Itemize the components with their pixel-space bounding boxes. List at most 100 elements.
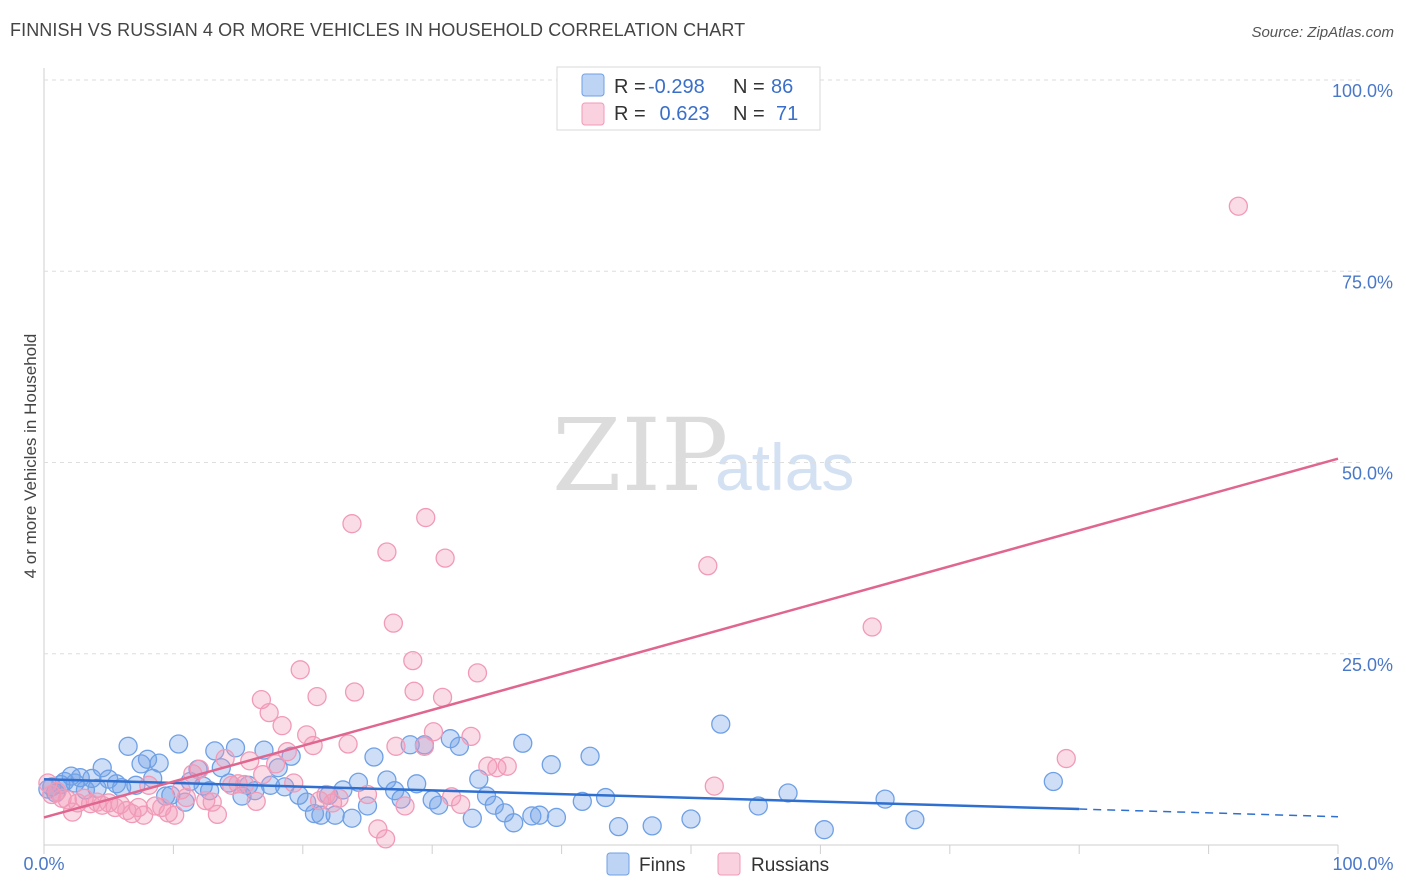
russians-point-42 — [290, 660, 310, 680]
finns-point-78 — [681, 809, 701, 829]
source-credit: Source: ZipAtlas.com — [1251, 24, 1394, 41]
x-axis-ticks — [43, 845, 1339, 854]
russians-point-27 — [196, 790, 216, 811]
russians-point-54 — [368, 819, 388, 839]
finns-trend-extension — [1079, 808, 1339, 818]
finns-point-76 — [608, 816, 629, 837]
finns-point-20 — [149, 753, 169, 773]
finns-point-28 — [199, 781, 220, 801]
finns-n-label: N = — [733, 76, 765, 98]
finns-point-50 — [357, 796, 378, 816]
stats-legend: R = -0.298 N = 86 R = 0.623 N = 71 — [556, 66, 821, 131]
russians-point-74 — [435, 548, 455, 568]
finns-point-85 — [1043, 771, 1063, 792]
russians-point-78 — [1056, 748, 1076, 769]
legend-finns-label[interactable]: Finns — [639, 855, 685, 876]
finns-point-83 — [875, 789, 895, 809]
russians-point-75 — [698, 556, 718, 576]
finns-point-11 — [92, 758, 112, 778]
russians-point-77 — [862, 617, 882, 637]
russians-point-49 — [251, 690, 272, 710]
russians-point-73 — [416, 507, 436, 528]
y-tick-label-100: 100.0% — [1332, 81, 1393, 101]
watermark-atlas: atlas — [715, 430, 854, 504]
finns-swatch — [581, 73, 605, 97]
russians-point-41 — [284, 773, 304, 793]
russians-point-51 — [338, 734, 358, 754]
russians-point-70 — [377, 542, 397, 562]
finns-point-84 — [905, 810, 925, 830]
finns-point-70 — [529, 805, 550, 825]
russians-point-60 — [423, 722, 444, 742]
finns-point-68 — [513, 733, 533, 753]
russians-points — [38, 196, 1249, 849]
finns-point-15 — [118, 736, 138, 756]
watermark-zip: ZIP — [552, 397, 728, 514]
legend-finns-swatch[interactable] — [606, 852, 630, 876]
russians-point-52 — [344, 682, 365, 702]
russians-point-24 — [176, 787, 196, 808]
russians-point-35 — [246, 791, 266, 812]
russians-n-label: N = — [733, 103, 765, 125]
finns-point-13 — [106, 774, 127, 794]
finns-point-44 — [311, 805, 331, 825]
finns-point-23 — [168, 734, 189, 754]
finns-point-71 — [541, 755, 561, 775]
russians-point-39 — [272, 716, 292, 736]
finns-point-74 — [580, 746, 600, 766]
russians-point-48 — [329, 788, 349, 808]
russians-point-22 — [165, 805, 185, 825]
finns-point-75 — [595, 787, 616, 808]
finns-point-51 — [364, 747, 384, 767]
finns-point-48 — [342, 808, 362, 828]
finns-point-79 — [711, 714, 731, 734]
russians-point-72 — [403, 650, 423, 671]
russians-point-53 — [357, 784, 378, 805]
finns-r-label: R = — [614, 76, 646, 98]
trend-lines — [43, 457, 1339, 819]
finns-point-67 — [504, 813, 524, 833]
finns-point-82 — [814, 820, 834, 840]
y-tick-label-75: 75.0% — [1342, 272, 1393, 292]
russians-point-63 — [451, 794, 471, 815]
series-legend: Finns Russians — [606, 852, 829, 876]
russians-point-36 — [253, 764, 273, 785]
russians-point-64 — [461, 726, 481, 747]
finns-point-18 — [137, 749, 158, 769]
finns-r-value: -0.298 — [648, 76, 705, 98]
russians-point-28 — [202, 792, 222, 812]
russians-point-71 — [383, 613, 404, 633]
russians-point-69 — [342, 514, 362, 534]
finns-point-69 — [522, 806, 542, 826]
finns-point-72 — [546, 807, 567, 828]
finns-point-29 — [205, 741, 225, 761]
russians-point-76 — [704, 776, 724, 796]
chart-title: FINNISH VS RUSSIAN 4 OR MORE VEHICLES IN… — [10, 20, 746, 40]
russians-r-label: R = — [614, 103, 646, 125]
y-tick-label-25: 25.0% — [1342, 655, 1393, 675]
x-tick-label-max: 100.0% — [1332, 854, 1393, 874]
russians-point-65 — [467, 663, 488, 683]
legend-russians-label[interactable]: Russians — [751, 855, 829, 876]
russians-point-59 — [414, 736, 435, 756]
russians-point-57 — [395, 796, 415, 816]
finns-n-value: 86 — [771, 76, 793, 98]
russians-n-value: 71 — [776, 103, 798, 125]
russians-trend-line — [43, 457, 1339, 819]
finns-point-73 — [572, 791, 592, 812]
finns-point-62 — [462, 808, 482, 828]
finns-point-55 — [400, 735, 420, 755]
legend-russians-swatch[interactable] — [717, 852, 741, 876]
finns-point-80 — [748, 796, 768, 816]
finns-point-77 — [642, 816, 662, 836]
russians-point-38 — [265, 754, 286, 774]
russians-r-value: 0.623 — [654, 103, 710, 125]
russians-point-29 — [207, 804, 228, 825]
russians-point-68 — [497, 756, 517, 776]
finns-point-56 — [407, 774, 427, 794]
y-tick-label-50: 50.0% — [1342, 464, 1393, 484]
russians-point-61 — [432, 687, 453, 708]
finns-point-81 — [778, 783, 798, 803]
russians-point-18 — [139, 775, 159, 795]
